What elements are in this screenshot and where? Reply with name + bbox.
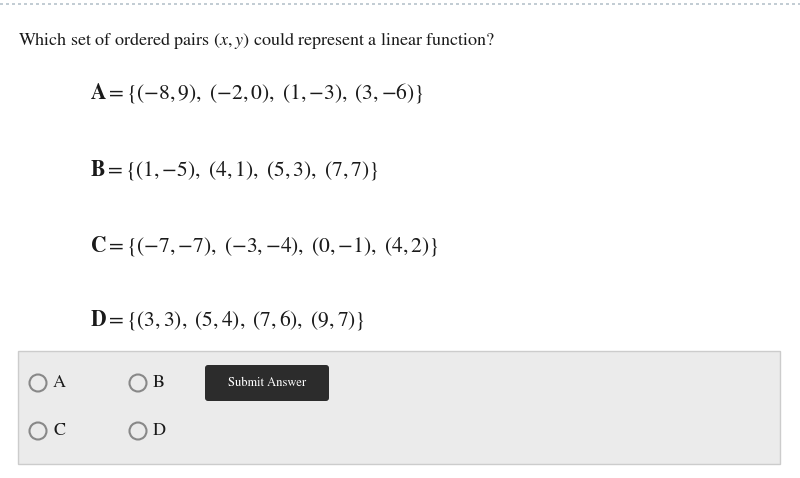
Text: $\mathbf{A} = \{({-}8,9),\ ({-}2,0),\ (1,{-}3),\ (3,{-}6)\}$: $\mathbf{A} = \{({-}8,9),\ ({-}2,0),\ (1… bbox=[90, 81, 424, 105]
Text: B: B bbox=[153, 375, 165, 391]
Text: A: A bbox=[53, 375, 66, 391]
Text: C: C bbox=[53, 423, 65, 439]
FancyBboxPatch shape bbox=[205, 365, 329, 401]
Text: $\mathbf{D} = \{(3,3),\ (5,4),\ (7,6),\ (9,7)\}$: $\mathbf{D} = \{(3,3),\ (5,4),\ (7,6),\ … bbox=[90, 308, 365, 332]
Text: Submit Answer: Submit Answer bbox=[228, 377, 306, 389]
Text: $\mathbf{C} = \{({-}7,{-}7),\ ({-}3,{-}4),\ (0,{-}1),\ (4,2)\}$: $\mathbf{C} = \{({-}7,{-}7),\ ({-}3,{-}4… bbox=[90, 234, 438, 258]
Text: D: D bbox=[153, 423, 166, 439]
Text: $\mathbf{B} = \{(1,{-}5),\ (4,1),\ (5,3),\ (7,7)\}$: $\mathbf{B} = \{(1,{-}5),\ (4,1),\ (5,3)… bbox=[90, 158, 378, 182]
FancyBboxPatch shape bbox=[18, 351, 780, 464]
Text: Which set of ordered pairs $(x, y)$ could represent a linear function?: Which set of ordered pairs $(x, y)$ coul… bbox=[18, 30, 495, 51]
